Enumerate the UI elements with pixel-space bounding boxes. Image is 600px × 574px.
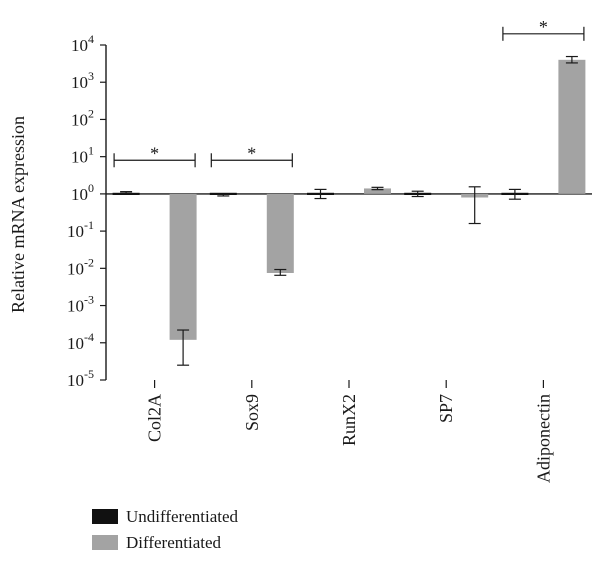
bar xyxy=(558,59,586,194)
x-tick-label: Sox9 xyxy=(242,394,262,431)
legend-label: Undifferentiated xyxy=(126,507,239,526)
y-tick-label: 100 xyxy=(71,181,94,204)
y-tick-label: 103 xyxy=(71,69,94,92)
x-tick-label: Adiponectin xyxy=(533,394,553,483)
y-tick-label: 10-4 xyxy=(67,330,94,353)
bar xyxy=(364,188,391,194)
bar xyxy=(112,192,140,195)
bar xyxy=(266,193,294,273)
legend-label: Differentiated xyxy=(126,533,222,552)
significance-markers: * * * xyxy=(113,17,585,168)
y-tick-label: 104 xyxy=(71,32,94,55)
legend: Undifferentiated Differentiated xyxy=(92,507,239,552)
significance-star: * xyxy=(539,17,548,37)
y-tick-label: 101 xyxy=(71,144,94,167)
significance-star: * xyxy=(150,143,159,163)
bar xyxy=(169,193,197,340)
error-bars xyxy=(120,55,578,366)
bars xyxy=(112,59,586,340)
y-axis-label: Relative mRNA expression xyxy=(8,116,28,313)
y-tick-label: 102 xyxy=(71,106,94,129)
x-tick-label: RunX2 xyxy=(339,394,359,446)
labels: 10-5 10-4 10-3 10-2 10-1 100 101 102 103 104 Relat… xyxy=(8,32,553,483)
legend-swatch xyxy=(92,535,118,550)
y-tick-label: 10-5 xyxy=(67,367,94,390)
significance-star: * xyxy=(247,143,256,163)
x-tick-label: Col2A xyxy=(145,394,165,442)
legend-swatch xyxy=(92,509,118,524)
y-tick-label: 10-1 xyxy=(67,218,94,241)
y-tick-label: 10-3 xyxy=(67,293,94,316)
y-tick-label: 10-2 xyxy=(67,255,94,278)
x-tick-label: SP7 xyxy=(436,394,456,423)
